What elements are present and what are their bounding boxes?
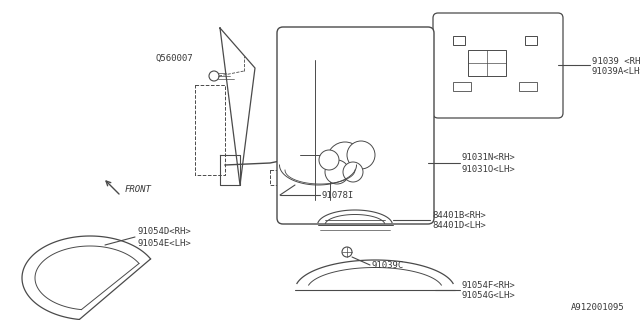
Circle shape (342, 247, 352, 257)
Text: 91078I: 91078I (322, 190, 355, 199)
Text: 91039 <RH>: 91039 <RH> (592, 57, 640, 66)
Bar (453, 36, 465, 45)
Bar (453, 82, 471, 91)
Bar (519, 82, 537, 91)
Text: Q560007: Q560007 (155, 53, 193, 62)
FancyBboxPatch shape (292, 42, 419, 209)
Text: 91031N<RH>: 91031N<RH> (462, 154, 516, 163)
FancyBboxPatch shape (285, 35, 426, 216)
Text: 91054E<LH>: 91054E<LH> (137, 238, 191, 247)
FancyBboxPatch shape (277, 27, 434, 224)
Text: 91054F<RH>: 91054F<RH> (462, 281, 516, 290)
Circle shape (327, 142, 363, 178)
Text: 91039C: 91039C (372, 260, 404, 269)
Text: 91054D<RH>: 91054D<RH> (137, 228, 191, 236)
Circle shape (325, 160, 349, 184)
Text: 91031O<LH>: 91031O<LH> (462, 164, 516, 173)
Text: FRONT: FRONT (125, 186, 152, 195)
Circle shape (347, 141, 375, 169)
Text: 84401D<LH>: 84401D<LH> (432, 221, 486, 230)
Bar (525, 36, 537, 45)
Circle shape (319, 150, 339, 170)
Text: 84401B<RH>: 84401B<RH> (432, 211, 486, 220)
Text: 91054G<LH>: 91054G<LH> (462, 292, 516, 300)
Circle shape (343, 162, 363, 182)
Circle shape (209, 71, 219, 81)
Text: A912001095: A912001095 (572, 303, 625, 312)
Text: 91039A<LH>: 91039A<LH> (592, 68, 640, 76)
Bar (468, 50, 506, 76)
FancyBboxPatch shape (433, 13, 563, 118)
